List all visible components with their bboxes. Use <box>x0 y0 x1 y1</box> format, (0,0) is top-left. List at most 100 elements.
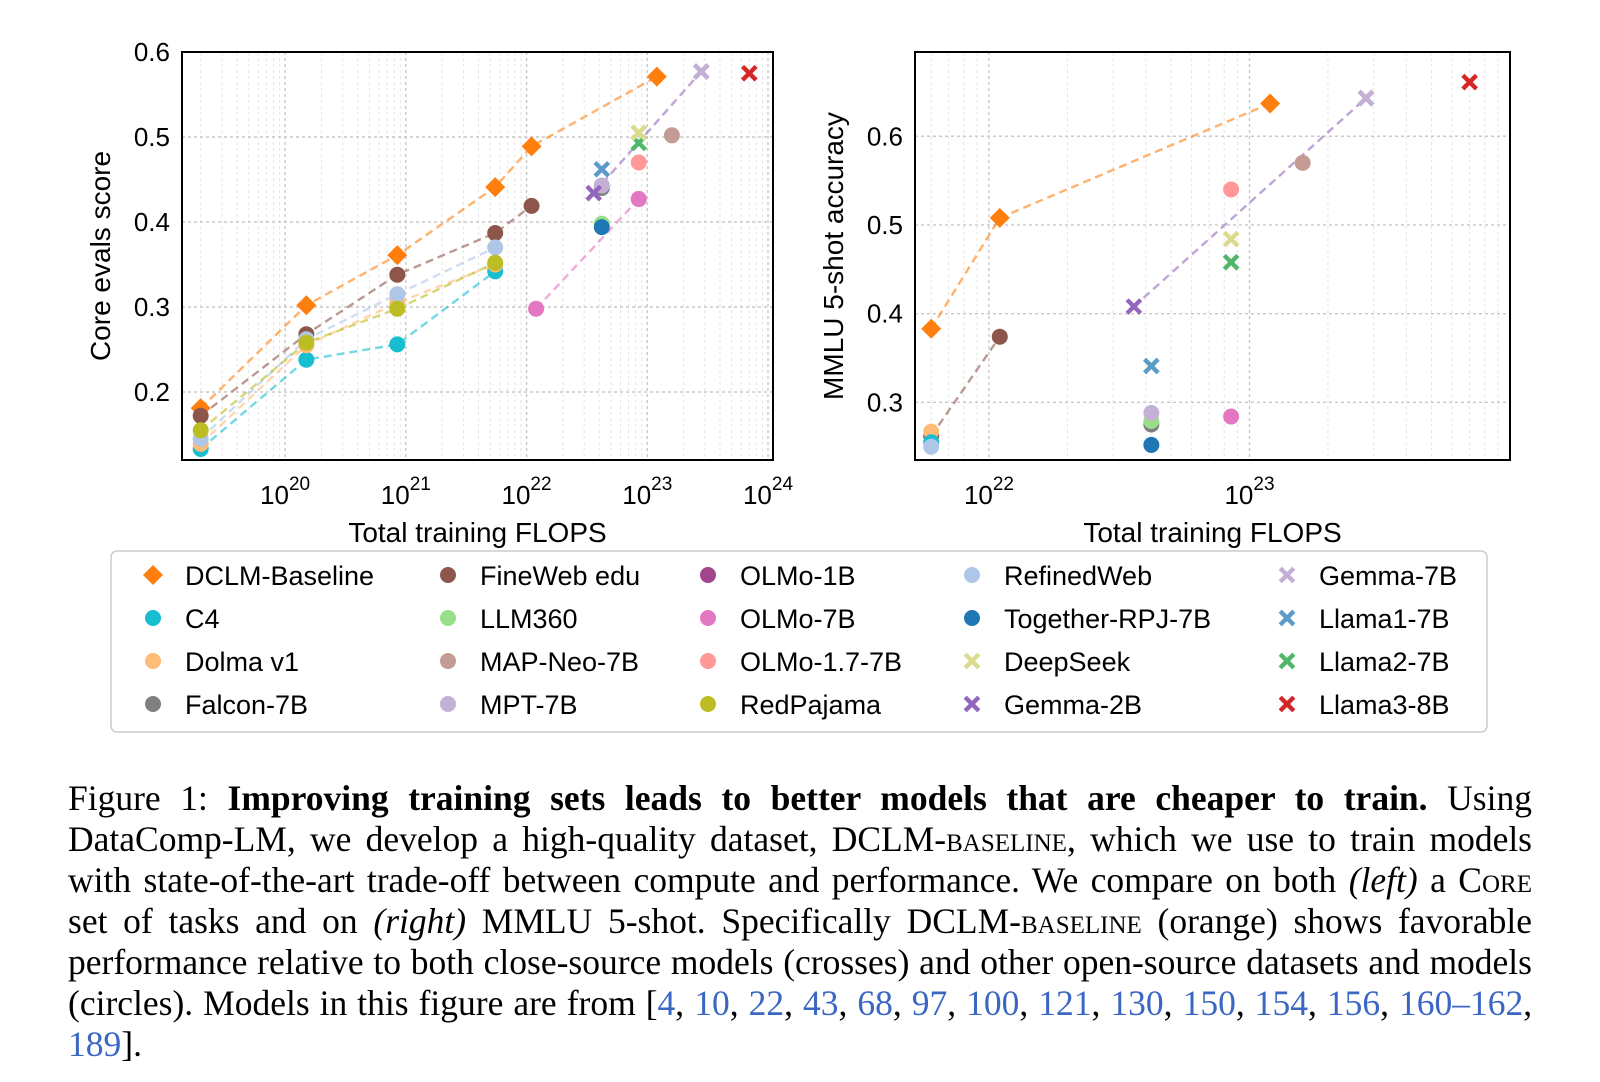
x-tick-label: 1022 <box>502 474 552 510</box>
data-point-c4 <box>389 336 406 353</box>
legend-marker-dolma-v1 <box>145 653 161 669</box>
data-point-olmo-1-7-7b <box>630 154 647 171</box>
series-line-gemma-2b <box>592 70 703 194</box>
y-tick-label: 0.2 <box>134 377 170 407</box>
y-tick-label: 0.4 <box>134 207 170 237</box>
data-point-fineweb-edu <box>991 328 1008 345</box>
data-point-dclm-baseline <box>387 245 408 266</box>
data-point-gemma-7b <box>692 63 710 80</box>
legend-label-mpt-7b: MPT-7B <box>480 690 578 720</box>
legend-label-falcon-7b: Falcon-7B <box>185 690 308 720</box>
y-tick-label: 0.3 <box>867 387 903 417</box>
citation-link[interactable]: 68 <box>857 983 893 1023</box>
series-line-fineweb-edu <box>930 336 1001 437</box>
cross-stroke <box>963 695 981 713</box>
caption-text: (orange) shows favorable performance rel… <box>68 901 1533 1023</box>
data-point-map-neo-7b <box>1294 154 1311 171</box>
citation-link[interactable]: 43 <box>802 983 839 1023</box>
data-point-gemma-2b <box>1125 298 1143 315</box>
legend-label-map-neo-7b: MAP-Neo-7B <box>480 647 639 677</box>
citation-link[interactable]: 100 <box>966 983 1020 1023</box>
y-axis-label: MMLU 5-shot accuracy <box>818 112 849 400</box>
x-tick-label: 1021 <box>381 474 431 510</box>
legend-label-olmo-7b: OLMo-7B <box>740 604 856 634</box>
legend-marker-llama3-8b <box>1278 695 1296 713</box>
citation-link[interactable]: 121 <box>1038 983 1092 1023</box>
caption-bold-title: Improving training sets leads to better … <box>227 778 1428 818</box>
plot-frame <box>914 51 1511 461</box>
legend-label-deepseek: DeepSeek <box>1004 647 1131 677</box>
citation-link[interactable]: 189 <box>68 1024 122 1064</box>
legend-label-olmo-1-7-7b: OLMo-1.7-7B <box>740 647 902 677</box>
caption-smallcaps: baseline <box>1020 901 1142 941</box>
legend-marker-gemma-7b <box>1278 566 1296 584</box>
data-point-olmo-7b <box>1223 408 1240 425</box>
legend-marker-c4 <box>145 610 161 626</box>
citation-link[interactable]: 97 <box>911 983 948 1023</box>
y-tick-label: 0.5 <box>134 122 170 152</box>
legend-label-refinedweb: RefinedWeb <box>1004 561 1152 591</box>
citation-link[interactable]: 4 <box>657 983 676 1023</box>
y-tick-label: 0.4 <box>867 299 903 329</box>
caption-text: MMLU 5-shot. Specifically DCLM- <box>466 901 1021 941</box>
legend-label-dolma-v1: Dolma v1 <box>185 647 299 677</box>
legend-marker-mpt-7b <box>440 696 456 712</box>
data-point-together-rpj-7b <box>1143 436 1160 453</box>
data-point-redpajama <box>298 334 315 351</box>
legend-label-together-rpj-7b: Together-RPJ-7B <box>1004 604 1211 634</box>
data-point-dclm-baseline <box>646 66 667 87</box>
caption-smallcaps: ore <box>1482 860 1532 900</box>
x-tick-label: 1023 <box>622 474 672 510</box>
caption-text: Using DataComp-LM, we develop a high-qua… <box>68 778 1532 859</box>
series-lines <box>199 70 703 450</box>
series-lines <box>930 97 1367 437</box>
legend-marker-gemma-2b <box>963 695 981 713</box>
citation-link[interactable]: 160–162 <box>1398 983 1524 1023</box>
caption-prefix: Figure 1: <box>68 778 228 818</box>
citation-link[interactable]: 154 <box>1254 983 1308 1023</box>
data-point-deepseek <box>630 124 648 142</box>
citation-link[interactable]: 22 <box>748 983 785 1023</box>
legend-marker-olmo-1b <box>700 567 716 583</box>
series-line-refinedweb <box>199 246 496 440</box>
data-point-dclm-baseline <box>989 207 1010 228</box>
legend-label-dclm-baseline: DCLM-Baseline <box>185 561 374 591</box>
cross-stroke <box>1278 652 1296 670</box>
data-point-dclm-baseline <box>1260 93 1281 114</box>
figure-canvas: 0.2 0.3 0.4 0.5 0.6 1020 1021 1022 1023 1024 Total… <box>85 37 1511 733</box>
data-point-redpajama <box>487 254 504 271</box>
cross-stroke <box>1278 566 1296 584</box>
series-line-dclm-baseline <box>930 102 1271 330</box>
legend-marker-olmo-7b <box>700 610 716 626</box>
grid <box>182 51 773 460</box>
figure-caption: Figure 1: Improving training sets leads … <box>68 778 1532 1065</box>
citation-link[interactable]: 10 <box>694 983 730 1023</box>
x-tick-label: 1024 <box>743 474 793 510</box>
data-point-redpajama <box>192 422 209 439</box>
legend-marker-fineweb-edu <box>440 567 456 583</box>
caption-smallcaps: baseline <box>946 819 1067 859</box>
x-tick-label: 1022 <box>964 474 1014 510</box>
data-point-refinedweb <box>487 239 504 256</box>
legend-marker-llm360 <box>440 610 456 626</box>
citation-link[interactable]: 156 <box>1326 983 1381 1023</box>
data-point-llama3-8b <box>740 64 758 82</box>
cross-stroke <box>1125 298 1143 315</box>
data-point-gemma-7b <box>1357 89 1375 107</box>
data-point-mpt-7b <box>1143 404 1160 421</box>
chart-legend: DCLM-Baseline C4 Dolma v1 Falcon-7B FineWeb … <box>110 550 1488 733</box>
legend-marker-falcon-7b <box>145 696 161 712</box>
caption-italic: (right) <box>373 901 467 941</box>
cross-stroke <box>1222 230 1240 248</box>
data-point-dclm-baseline <box>521 136 542 157</box>
legend-marker-redpajama <box>700 696 716 712</box>
data-point-refinedweb <box>923 438 940 455</box>
citation-link[interactable]: 130 <box>1110 983 1164 1023</box>
citation-link[interactable]: 150 <box>1182 983 1236 1023</box>
x-axis-label: Total training FLOPS <box>348 517 606 548</box>
cross-stroke <box>1278 609 1296 627</box>
data-point-olmo-1b <box>528 300 545 317</box>
cross-stroke <box>1357 89 1375 107</box>
data-point-olmo-7b <box>630 191 647 208</box>
data-point-dclm-baseline <box>485 177 506 198</box>
